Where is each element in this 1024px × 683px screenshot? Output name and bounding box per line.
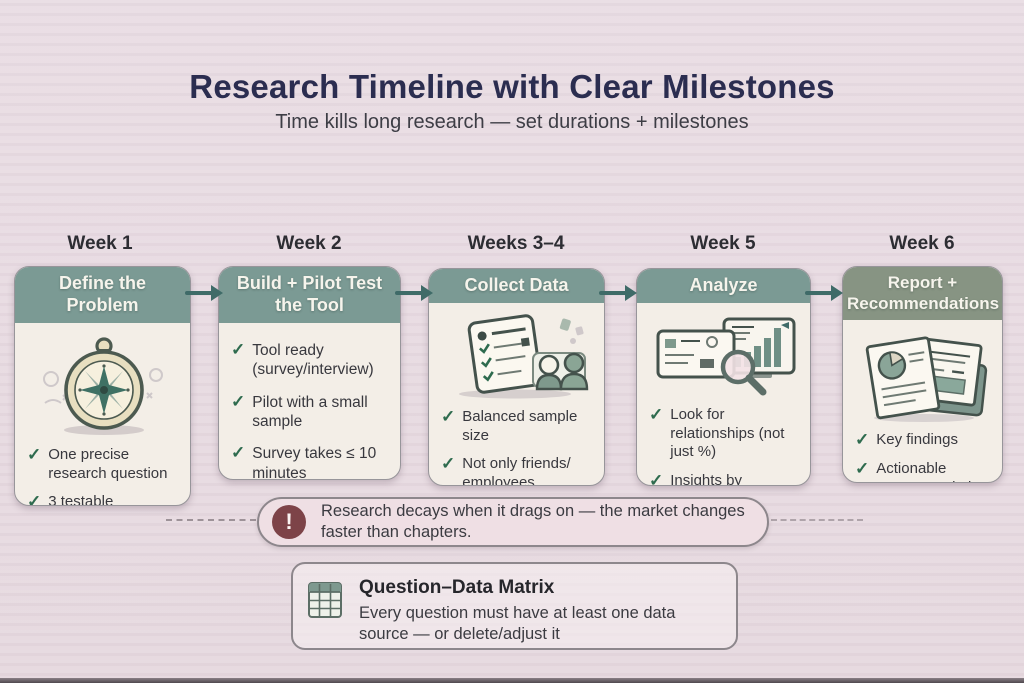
- chart-magnifier-icon: [649, 313, 800, 402]
- checklist-item-text: Survey takes ≤ 10 minutes: [252, 445, 377, 480]
- timeline-card-week-6: Report + Recommendations: [842, 266, 1003, 483]
- check-icon: ✓: [855, 430, 870, 450]
- checklist-item-text: Actionable recommendations: [876, 460, 995, 482]
- bottom-edge-bar: [0, 678, 1024, 683]
- week-label-5: Week 6: [889, 233, 955, 254]
- timeline-card-weeks-3-4: Collect Data: [428, 268, 605, 486]
- checklist-item-text: Look for relationships (not just %): [670, 405, 785, 461]
- checklist-item: ✓ Insights by segment/city: [649, 471, 800, 486]
- card-header: Build + Pilot Test the Tool: [219, 267, 400, 323]
- arrow-right-icon: [805, 285, 843, 301]
- checklist-item-text: Insights by segment/city: [670, 472, 742, 486]
- timeline-card-week-1: Define the Problem: [14, 266, 191, 506]
- page-title: Research Timeline with Clear Milestones: [189, 68, 835, 105]
- card-header: Collect Data: [429, 269, 604, 303]
- checklist-item: ✓ 3 testable hypotheses: [27, 492, 180, 506]
- arrow-right-icon: [599, 285, 637, 301]
- card-header: Analyze: [637, 269, 810, 303]
- checklist-item-text: Not only friends/ employees: [462, 455, 571, 486]
- callout-text: Research decays when it drags on — the m…: [321, 502, 745, 541]
- checklist-item-text: One precise research question: [48, 445, 168, 482]
- week-label-2: Week 2: [276, 233, 342, 254]
- timeline-card-week-2: Build + Pilot Test the Tool ✓ Tool ready …: [218, 266, 401, 480]
- card-header: Report + Recommendations: [843, 267, 1002, 321]
- checklist-item: ✓ Key findings: [855, 431, 992, 450]
- week-label-3: Weeks 3–4: [467, 233, 565, 254]
- checklist-item: ✓ Tool ready (survey/interview): [231, 341, 390, 380]
- check-icon: ✓: [855, 459, 870, 479]
- checklist-item-text: Key findings: [876, 431, 958, 449]
- matrix-text: Every question must have at least one da…: [359, 604, 676, 644]
- dashed-connector-right: [771, 519, 863, 521]
- arrow-right-icon: [395, 285, 433, 301]
- checklist-item-text: Tool ready (survey/interview): [252, 341, 374, 379]
- page-subtitle: Time kills long research — set durations…: [275, 111, 749, 133]
- matrix-title: Question–Data Matrix: [359, 577, 555, 598]
- checklist-item-text: Pilot with a small sample: [252, 393, 368, 431]
- timeline-card-week-5: Analyze: [636, 268, 811, 486]
- checklist-item: ✓ Look for relationships (not just %): [649, 406, 800, 462]
- checklist-item: ✓ Survey takes ≤ 10 minutes: [231, 443, 390, 480]
- report-documents-icon: [855, 330, 992, 427]
- check-icon: ✓: [649, 471, 664, 486]
- checklist-item: ✓ Balanced sample size: [441, 408, 594, 446]
- week-label-1: Week 1: [67, 233, 133, 254]
- table-icon: [307, 579, 343, 624]
- check-icon: ✓: [27, 492, 42, 506]
- check-icon: ✓: [441, 406, 456, 426]
- checklist-item: ✓ One precise research question: [27, 446, 180, 484]
- arrow-right-icon: [185, 285, 223, 301]
- matrix-note: Question–Data Matrix Every question must…: [291, 562, 738, 650]
- check-icon: ✓: [441, 454, 456, 474]
- checklist-people-icon: [441, 313, 594, 404]
- card-header: Define the Problem: [15, 267, 190, 323]
- warning-icon: !: [272, 505, 306, 539]
- checklist-item-text: 3 testable hypotheses: [48, 493, 114, 506]
- check-icon: ✓: [231, 443, 246, 463]
- check-icon: ✓: [27, 444, 42, 464]
- checklist-item: ✓ Not only friends/ employees: [441, 454, 594, 486]
- check-icon: ✓: [231, 391, 246, 411]
- compass-icon: [27, 333, 180, 442]
- week-label-4: Week 5: [690, 233, 756, 254]
- warning-callout: ! Research decays when it drags on — the…: [257, 497, 769, 547]
- check-icon: ✓: [649, 404, 664, 424]
- checklist-item-text: Balanced sample size: [462, 407, 578, 444]
- checklist-item: ✓ Pilot with a small sample: [231, 393, 390, 432]
- checklist-item: ✓ Actionable recommendations: [855, 459, 995, 482]
- dashed-connector-left: [166, 519, 256, 521]
- check-icon: ✓: [231, 339, 246, 359]
